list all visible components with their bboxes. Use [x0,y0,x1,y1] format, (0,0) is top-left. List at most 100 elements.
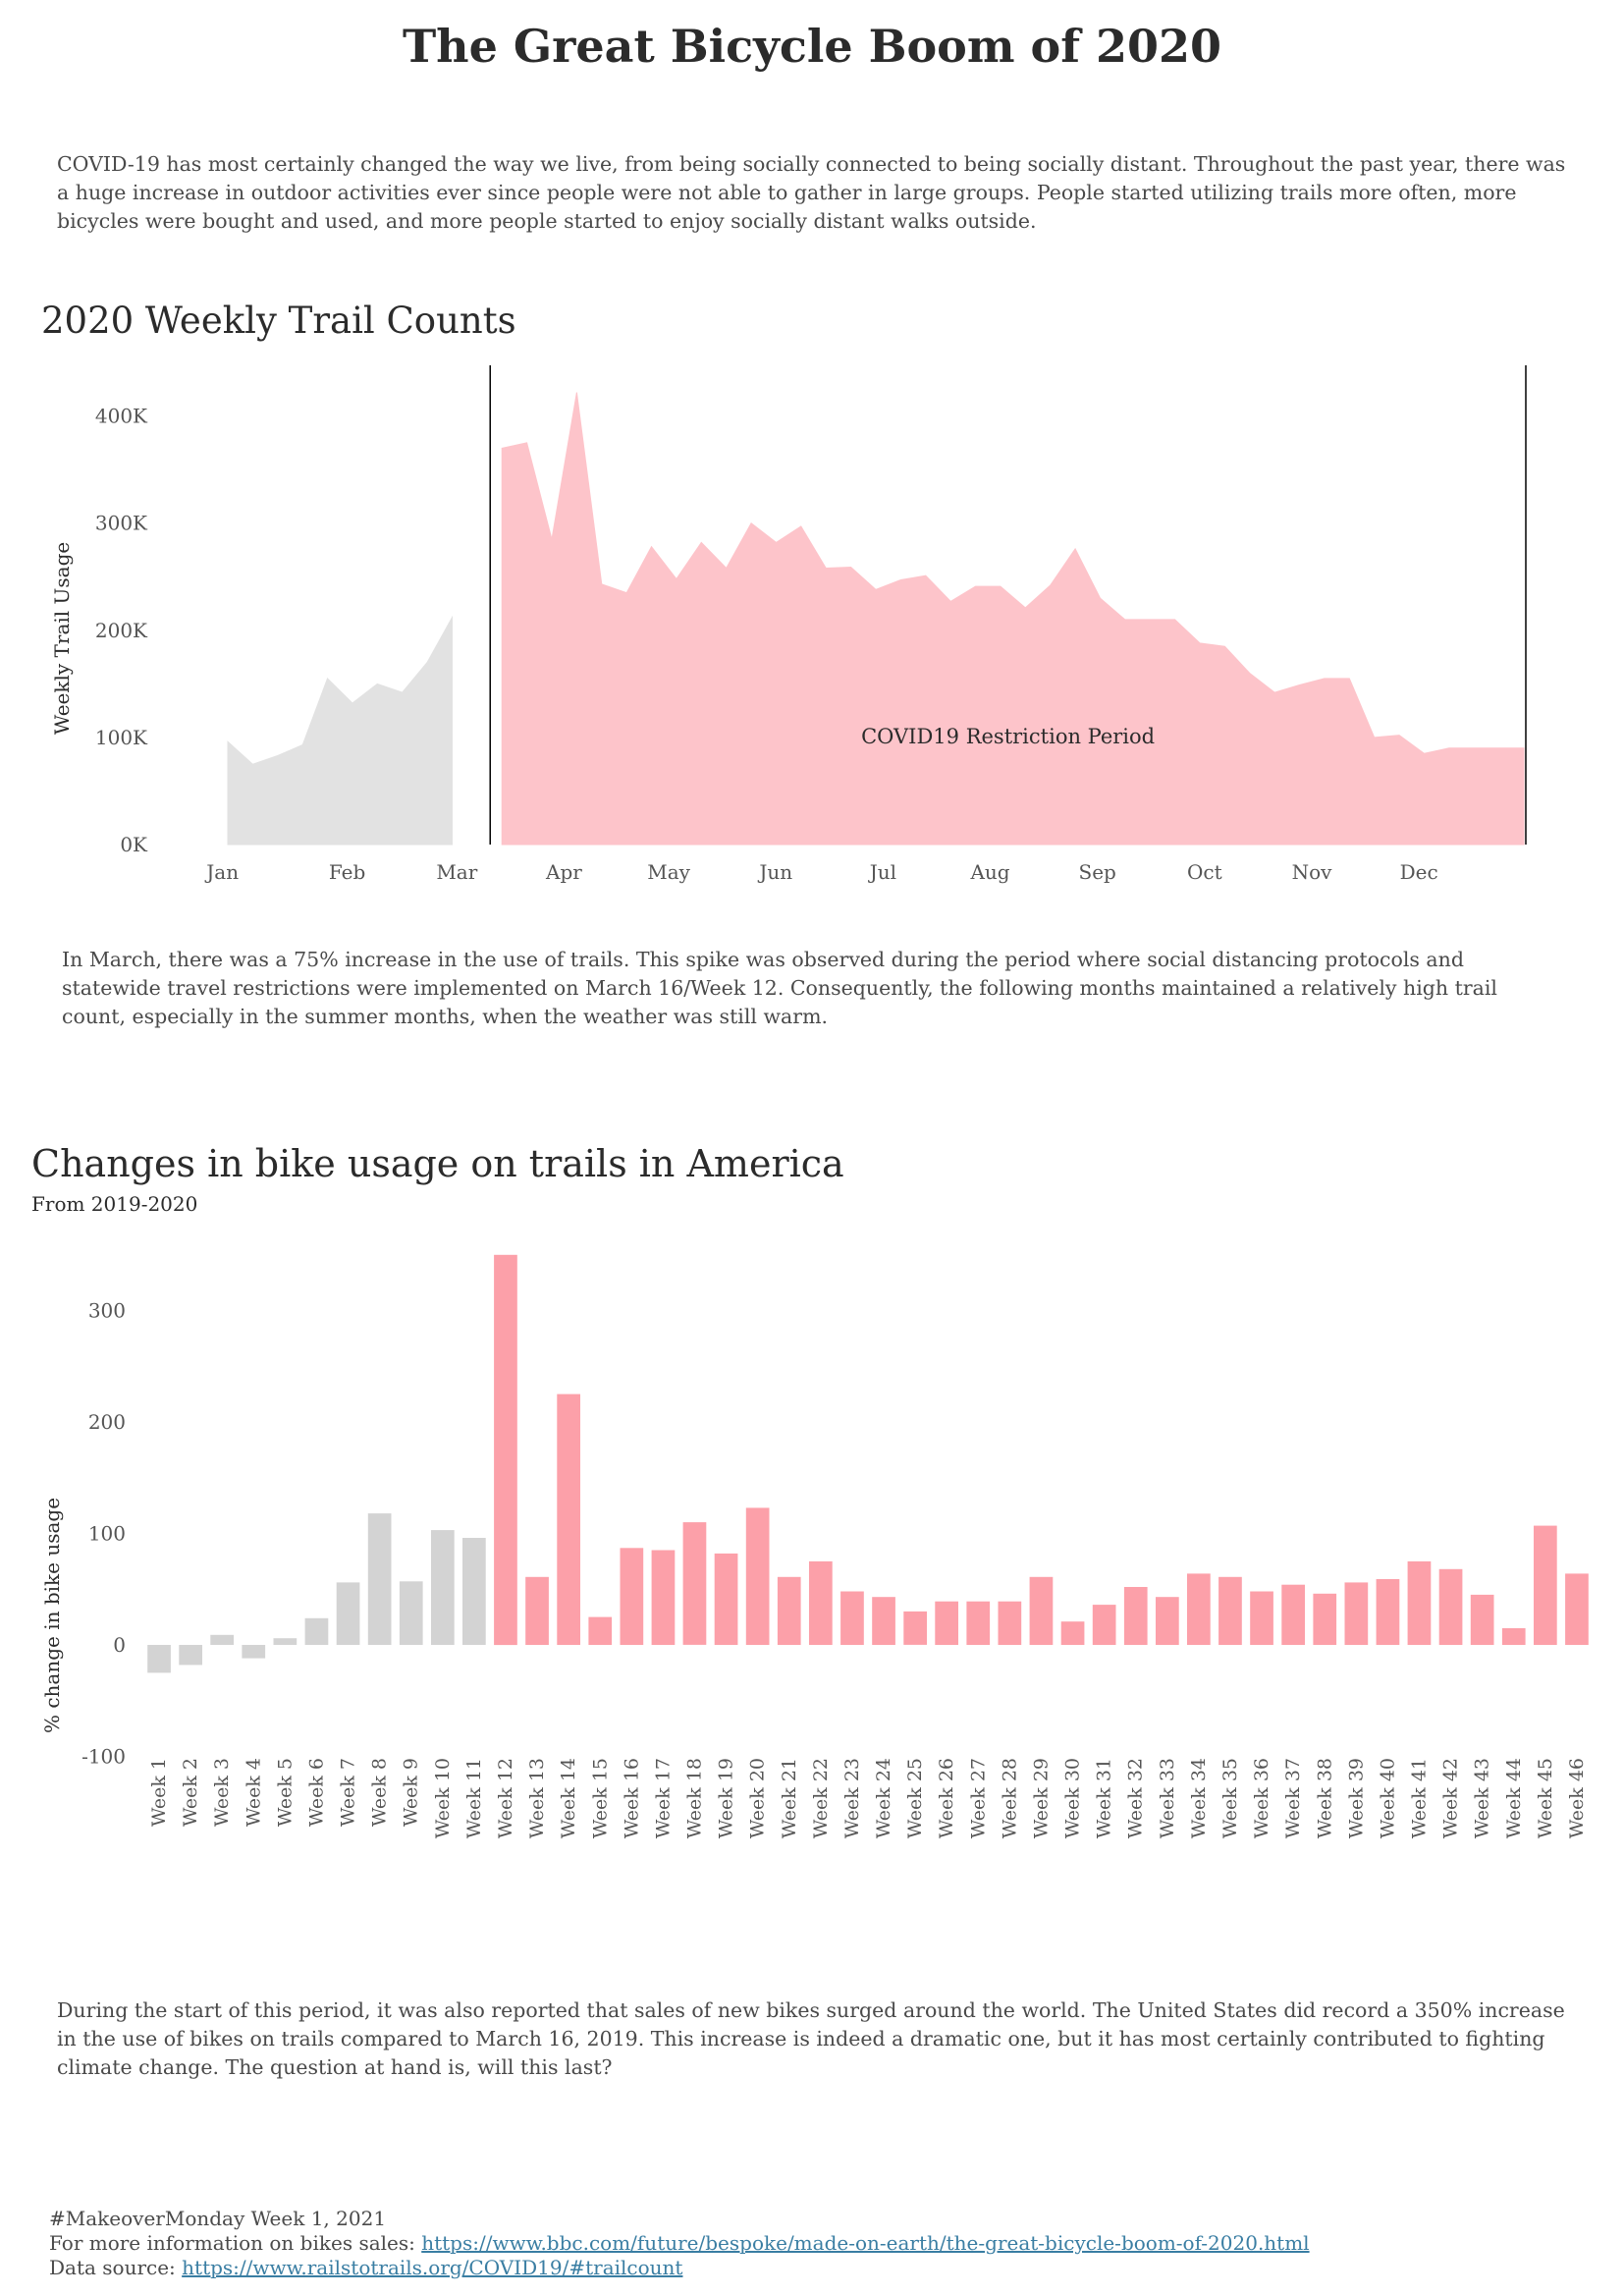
x-month-label: Feb [329,860,365,884]
restriction-area [501,392,1525,846]
bar [682,1522,707,1645]
bar [1060,1621,1085,1645]
bar [1501,1628,1526,1645]
x-tick-label: Week 6 [306,1758,328,1827]
railstotrails-link[interactable]: https://www.railstotrails.org/COVID19/#t… [182,2256,683,2279]
x-month-label: Dec [1400,860,1438,884]
x-tick-label: Week 5 [274,1758,296,1827]
footer-data-source-label: Data source: [49,2256,183,2279]
x-tick-label: Week 31 [1094,1758,1115,1838]
bar [367,1513,392,1645]
bar [557,1394,580,1645]
restriction-annotation: COVID19 Restriction Period [861,725,1155,748]
bar [1438,1568,1463,1645]
x-tick-label: Week 30 [1062,1758,1084,1838]
x-tick-label: Week 8 [369,1758,391,1827]
bar [336,1582,360,1645]
x-tick-label: Week 20 [747,1758,769,1838]
y-axis-label: % change in bike usage [40,1498,64,1733]
x-tick-label: Week 40 [1377,1758,1398,1838]
bike-usage-chart: -100 0 100 200 300 % change in bike usage Week… [40,1254,1589,1838]
x-tick-label: Week 22 [810,1758,832,1838]
bar [147,1645,171,1673]
x-tick-label: Week 29 [1031,1758,1053,1838]
bar [1376,1579,1400,1645]
bbc-link[interactable]: https://www.bbc.com/future/bespoke/made-… [421,2231,1310,2255]
footer-line-hashtag: #MakeoverMonday Week 1, 2021 [49,2207,387,2230]
bar [525,1576,549,1645]
bar [304,1617,329,1645]
footer: #MakeoverMonday Week 1, 2021 For more in… [49,2207,1310,2280]
x-tick-label: Week 13 [526,1758,548,1838]
x-month-label: Oct [1187,860,1222,884]
x-tick-label: Week 1 [148,1758,170,1827]
bar [1156,1597,1179,1645]
y-tick-label: 0K [120,833,148,856]
x-tick-label: Week 38 [1314,1758,1335,1838]
bar [840,1591,864,1645]
x-tick-label: Week 10 [432,1758,454,1838]
x-tick-label: Week 41 [1409,1758,1431,1838]
bar [399,1581,423,1645]
y-axis-label: Weekly Trail Usage [50,542,74,735]
x-tick-label: Week 35 [1219,1758,1241,1838]
bar [1123,1587,1148,1645]
bar [1281,1584,1305,1645]
bar [1187,1573,1211,1645]
y-tick-label: 200 [88,1410,126,1434]
bar [651,1550,676,1645]
x-tick-label: Week 12 [495,1758,516,1838]
x-tick-label: Week 3 [211,1758,233,1827]
x-tick-label: Week 42 [1440,1758,1462,1838]
x-tick-label: Week 9 [401,1758,422,1827]
x-tick-label: Week 4 [243,1758,264,1827]
bar [1470,1594,1494,1645]
bar [714,1553,738,1645]
x-tick-label: Week 18 [684,1758,706,1838]
y-tick-label: 0 [113,1633,126,1657]
x-tick-label: Week 27 [967,1758,989,1838]
bar [1092,1605,1116,1645]
page-title: The Great Bicycle Boom of 2020 [402,20,1222,73]
x-tick-label: Week 7 [338,1758,359,1827]
bar [494,1254,517,1646]
x-tick-label: Week 44 [1503,1758,1525,1838]
x-tick-label: Week 33 [1157,1758,1178,1838]
bar [1218,1576,1242,1645]
x-tick-label: Week 39 [1345,1758,1367,1838]
y-tick-label: 200K [95,619,148,642]
x-tick-label: Week 45 [1535,1758,1556,1838]
bar [273,1638,298,1645]
x-tick-label: Week 11 [463,1758,485,1838]
bar [872,1597,895,1645]
bar [903,1611,927,1645]
bar [1250,1591,1273,1645]
bar [935,1601,958,1645]
bar [242,1645,266,1659]
y-tick-label: -100 [81,1745,126,1769]
x-month-label: Nov [1292,860,1333,884]
bar [1565,1573,1589,1645]
x-tick-label: Week 26 [936,1758,957,1838]
x-month-label: Jun [757,860,792,884]
x-tick-label: Week 28 [999,1758,1020,1838]
trail-chart-title: 2020 Weekly Trail Counts [41,300,516,342]
x-tick-label: Week 25 [904,1758,926,1838]
x-month-label: Jan [204,860,239,884]
bar [1344,1582,1369,1645]
x-tick-label: Week 23 [841,1758,863,1838]
intro-paragraph: COVID-19 has most certainly changed the … [57,152,1566,233]
y-tick-label: 400K [95,405,148,428]
x-tick-label: Week 19 [716,1758,737,1838]
bar [777,1576,801,1645]
bar [620,1548,644,1645]
bar [462,1538,486,1645]
bar [1029,1576,1054,1645]
bar [998,1601,1022,1645]
bike-chart-subtitle: From 2019-2020 [31,1192,198,1216]
middle-paragraph: In March, there was a 75% increase in th… [62,948,1497,1028]
x-month-label: Sep [1079,860,1116,884]
bike-chart-title: Changes in bike usage on trails in Ameri… [31,1142,844,1185]
bar [809,1560,833,1645]
bar [210,1634,234,1645]
